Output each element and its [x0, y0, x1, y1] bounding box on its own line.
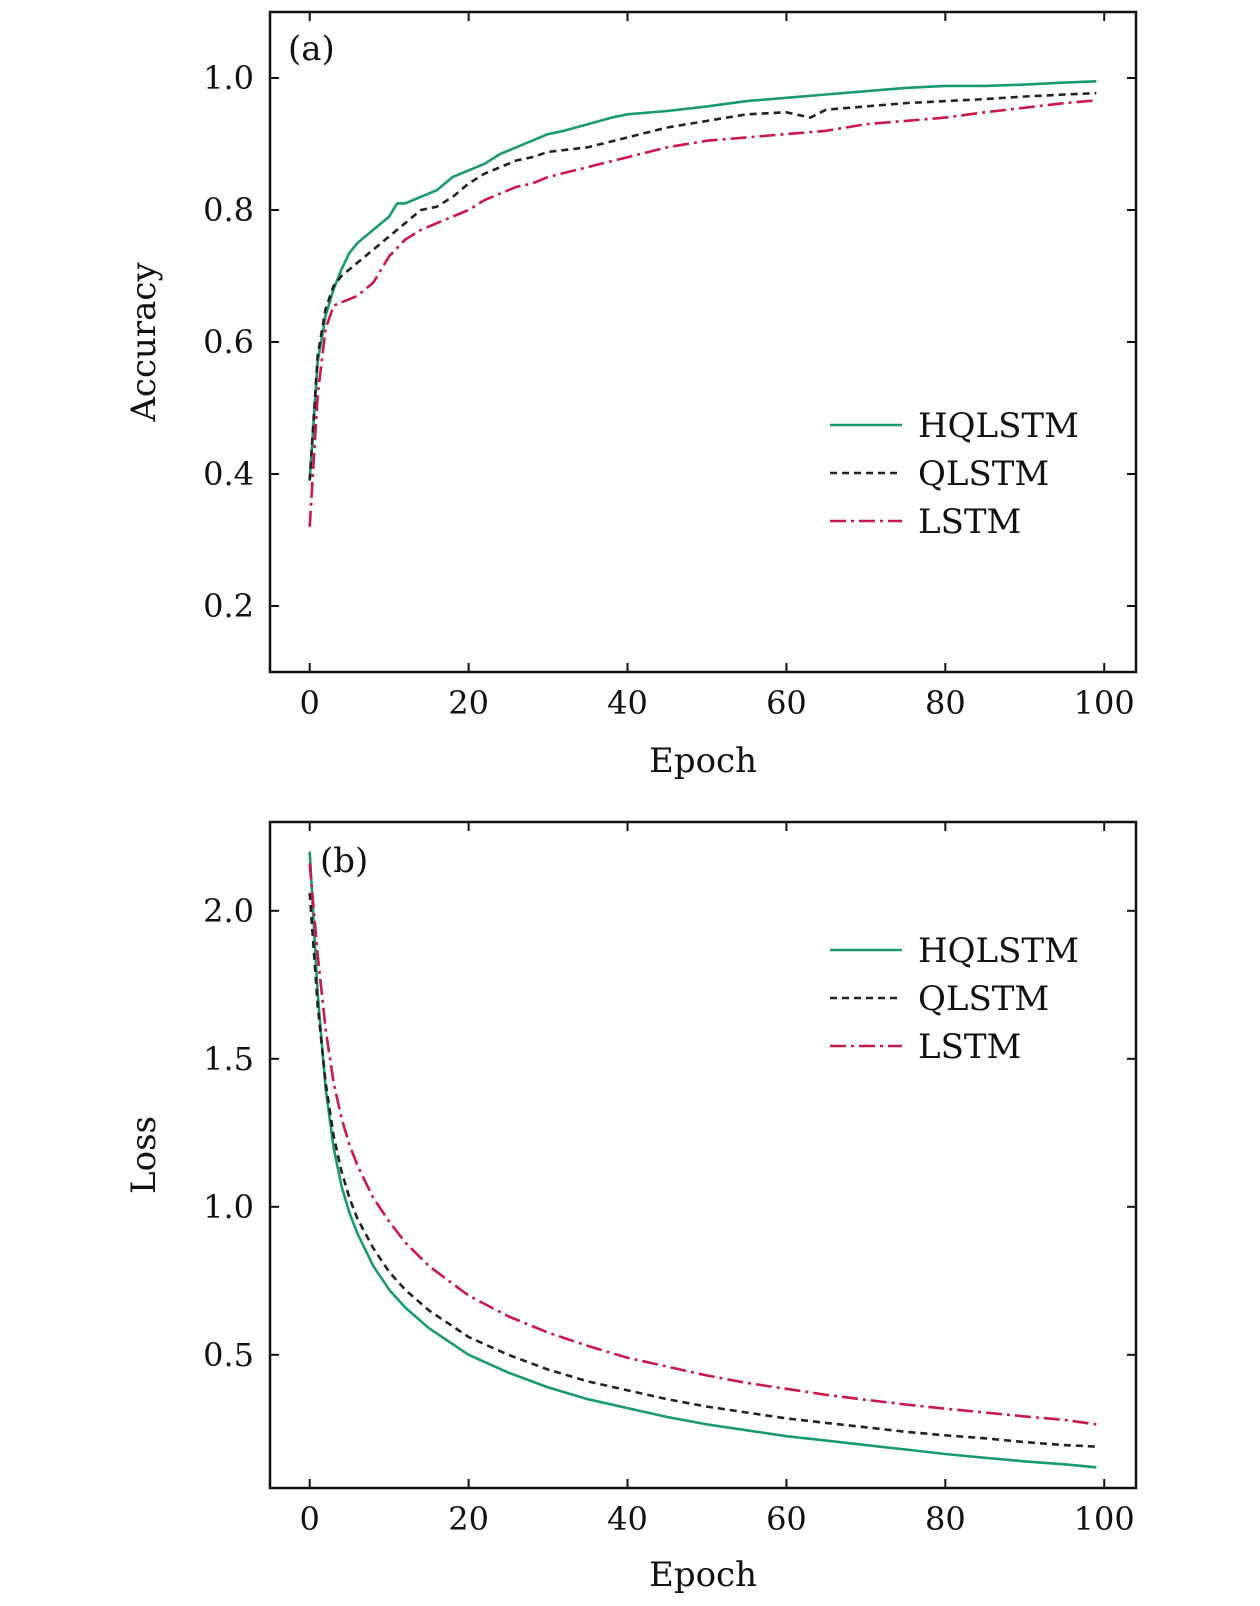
- accuracy-chart: 0 20 40 60 80 100 0.2 0.4 0.6 0.8 1.0 (a) Epoch Ac…: [124, 10, 1138, 781]
- series-line-qlstm: [308, 91, 1097, 481]
- y-tick-label: 1.5: [203, 1040, 254, 1078]
- legend-label-qlstm: QLSTM: [918, 454, 1049, 494]
- y-tick-label: 2.0: [203, 892, 254, 930]
- series-line-qlstm: [308, 892, 1097, 1448]
- series-line-lstm: [308, 863, 1097, 1426]
- x-tick-label: 20: [448, 684, 489, 722]
- series-line-hqlstm: [308, 80, 1097, 481]
- legend-label-hqlstm: HQLSTM: [918, 931, 1079, 971]
- x-tick-label: 20: [448, 1500, 489, 1538]
- panel-label-b: (b): [320, 841, 368, 881]
- x-axis-label: Epoch: [649, 741, 757, 781]
- series-line-hqlstm: [308, 851, 1097, 1469]
- panel-label-a: (a): [288, 29, 335, 69]
- x-tick-label: 60: [766, 684, 807, 722]
- y-tick-label: 0.5: [203, 1336, 254, 1374]
- legend-label-qlstm: QLSTM: [918, 979, 1049, 1019]
- legend-label-hqlstm: HQLSTM: [918, 406, 1079, 446]
- x-tick-label: 40: [607, 1500, 648, 1538]
- x-tick-label: 80: [925, 684, 966, 722]
- legend: HQLSTM QLSTM LSTM: [830, 406, 1079, 542]
- y-axis-label: Loss: [124, 1116, 164, 1194]
- y-axis-label: Accuracy: [124, 262, 164, 423]
- y-tick-label: 0.6: [203, 323, 254, 361]
- x-tick-label: 0: [300, 1500, 320, 1538]
- y-tick-label: 0.8: [203, 191, 254, 229]
- legend: HQLSTM QLSTM LSTM: [830, 931, 1079, 1067]
- x-tick-label: 100: [1074, 1500, 1135, 1538]
- x-tick-label: 80: [925, 1500, 966, 1538]
- legend-label-lstm: LSTM: [918, 1027, 1021, 1067]
- y-tick-label: 0.4: [203, 455, 254, 493]
- x-axis-label: Epoch: [649, 1555, 757, 1595]
- x-tick-label: 100: [1074, 684, 1135, 722]
- legend-label-lstm: LSTM: [918, 502, 1021, 542]
- y-tick-label: 1.0: [203, 59, 254, 97]
- x-tick-label: 40: [607, 684, 648, 722]
- x-tick-label: 60: [766, 1500, 807, 1538]
- y-tick-label: 1.0: [203, 1188, 254, 1226]
- y-tick-label: 0.2: [203, 587, 254, 625]
- plot-frame: [268, 10, 1138, 674]
- x-tick-label: 0: [300, 684, 320, 722]
- plot-frame: [268, 820, 1138, 1490]
